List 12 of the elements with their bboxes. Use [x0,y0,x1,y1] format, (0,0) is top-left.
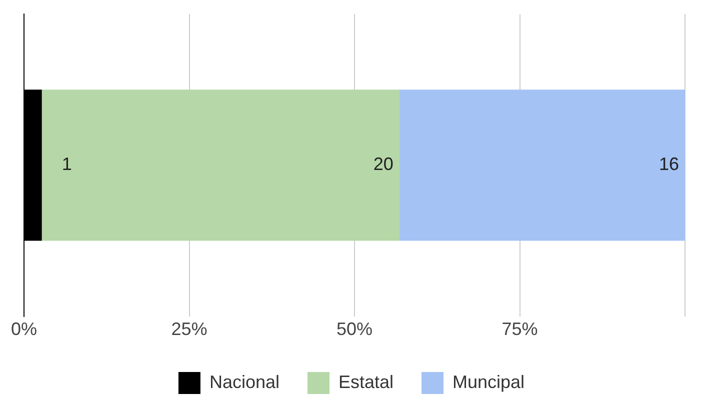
legend-label: Muncipal [452,372,525,392]
x-tick-label: 25% [171,319,208,340]
bar [399,90,685,241]
legend-label: Estatal [338,372,394,392]
annotation: 16 [658,154,679,174]
annotation: 1 [62,154,72,174]
x-tick-label: 75% [502,319,538,340]
x-tick-label: 50% [336,319,373,340]
bar [42,90,400,241]
annotation: 20 [373,154,394,174]
legend-label: Nacional [209,372,280,392]
x-tick-label: 0% [11,319,38,340]
